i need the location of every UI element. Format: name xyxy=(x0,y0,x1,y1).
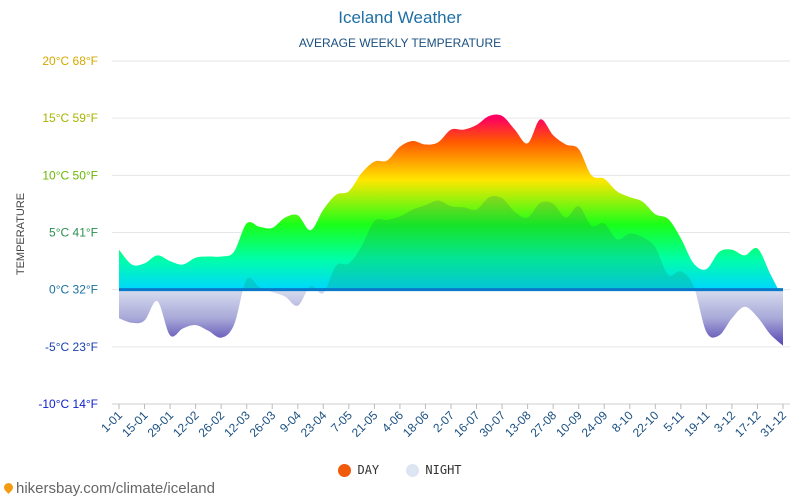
x-tick-label: 18-06 xyxy=(400,408,432,440)
y-tick-label: 10°C 50°F xyxy=(42,168,98,182)
chart-title: Iceland Weather xyxy=(338,8,462,27)
chart-legend: DAY NIGHT xyxy=(0,462,800,477)
x-tick-label: 17-12 xyxy=(732,408,764,440)
x-tick-label: 29-01 xyxy=(145,408,177,440)
x-tick-label: 31-12 xyxy=(758,408,790,440)
legend-item-day[interactable]: DAY xyxy=(338,463,379,477)
x-tick-label: 26-02 xyxy=(196,408,228,440)
y-tick-label: 5°C 41°F xyxy=(49,226,98,240)
legend-night-marker xyxy=(406,463,420,477)
x-tick-label: 10-09 xyxy=(553,408,585,440)
x-tick-label: 27-08 xyxy=(528,408,560,440)
source-text: hikersbay.com/climate/iceland xyxy=(16,480,215,497)
x-tick-label: 24-09 xyxy=(579,408,611,440)
x-tick-label: 21-05 xyxy=(349,408,381,440)
temperature-chart: 20°C 68°F 15°C 59°F 10°C 50°F 5°C 41°F 0°C 3… xyxy=(38,54,790,440)
legend-night-label: NIGHT xyxy=(425,462,462,477)
y-tick-label: -10°C 14°F xyxy=(38,397,98,411)
legend-item-night[interactable]: NIGHT xyxy=(406,462,462,477)
y-tick-label: 20°C 68°F xyxy=(42,54,98,68)
x-tick-label: 12-03 xyxy=(221,408,253,440)
day-area-positive xyxy=(119,114,783,290)
x-tick-label: 15-01 xyxy=(119,408,151,440)
night-area-negative xyxy=(119,290,783,346)
x-tick-label: 19-11 xyxy=(682,408,713,439)
source-link[interactable]: hikersbay.com/climate/iceland xyxy=(2,480,215,497)
map-pin-icon xyxy=(2,481,15,494)
y-tick-label: -5°C 23°F xyxy=(45,340,98,354)
night-area-positive xyxy=(119,195,783,290)
x-tick-label: 12-02 xyxy=(170,408,202,440)
x-tick-label: 22-10 xyxy=(630,408,662,440)
x-tick-label: 13-08 xyxy=(502,408,534,440)
legend-day-label: DAY xyxy=(357,462,380,477)
legend-day-marker xyxy=(338,463,352,477)
x-tick-label: 23-04 xyxy=(298,408,330,440)
y-tick-label: 0°C 32°F xyxy=(49,283,98,297)
x-tick-label: 30-07 xyxy=(477,408,509,440)
chart-subtitle: AVERAGE WEEKLY TEMPERATURE xyxy=(298,36,502,50)
x-tick-label: 26-03 xyxy=(247,408,279,440)
y-tick-label: 15°C 59°F xyxy=(42,111,98,125)
x-tick-label: 16-07 xyxy=(451,408,483,440)
